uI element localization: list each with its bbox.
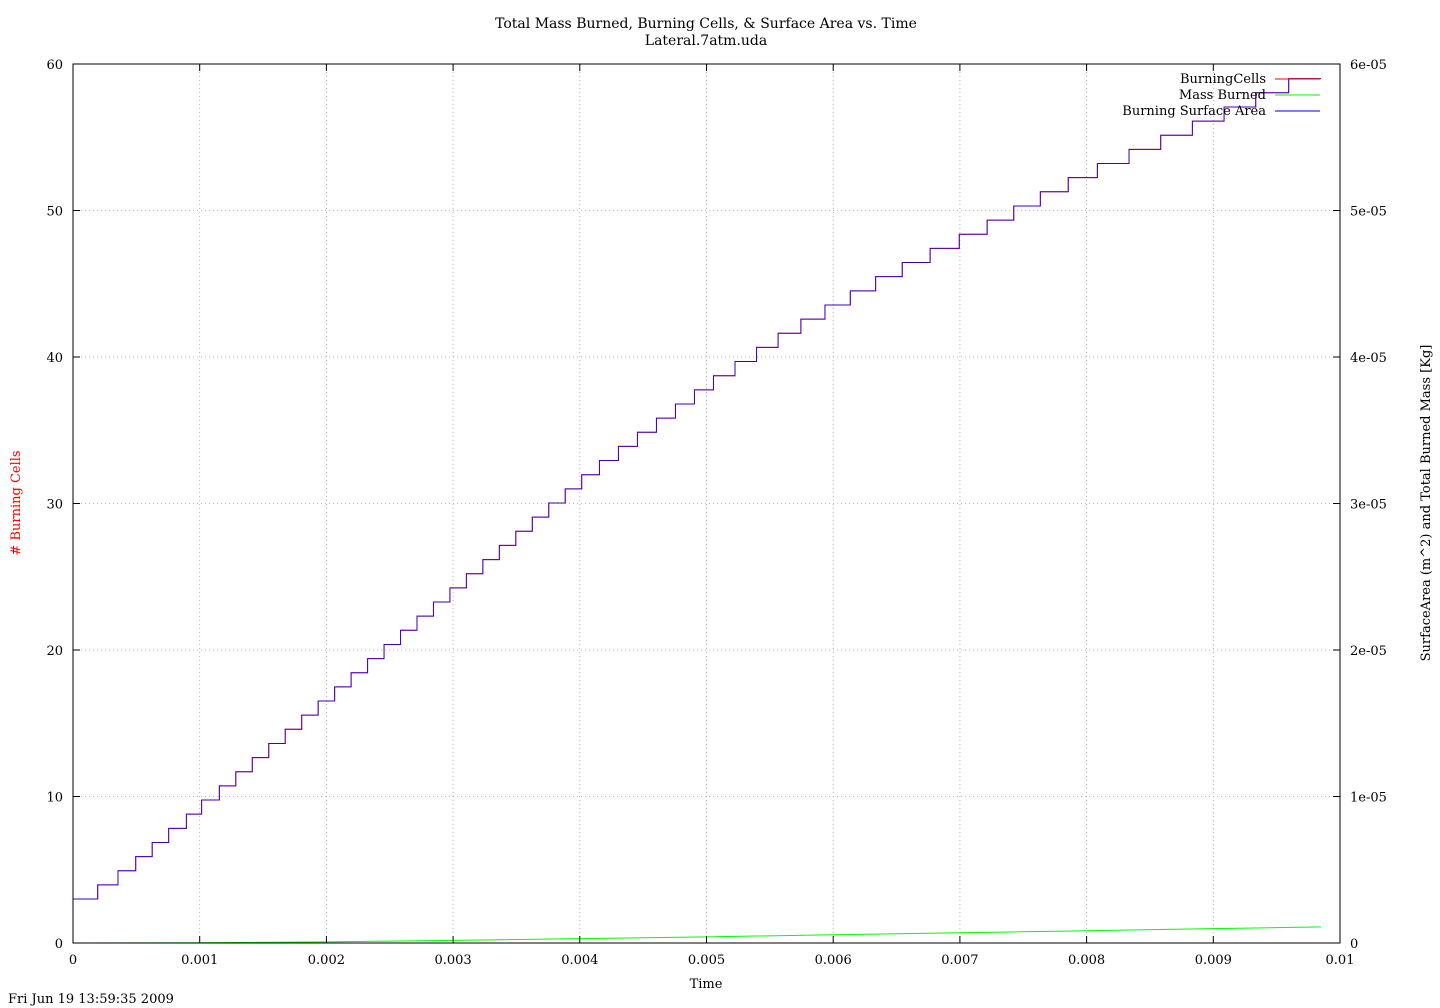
- y-tick-label-right: 2e-05: [1350, 644, 1387, 659]
- series-line-mass-burned: [72, 926, 1321, 944]
- x-tick-label: 0.009: [1195, 953, 1232, 968]
- y-tick-label-left: 30: [46, 498, 63, 513]
- grid: [73, 64, 1340, 943]
- y-tick-label-right: 4e-05: [1350, 351, 1387, 366]
- x-tick-label: 0.004: [561, 953, 598, 968]
- chart-subtitle: Lateral.7atm.uda: [645, 33, 767, 49]
- x-tick-label: 0.007: [941, 953, 978, 968]
- y-axis-label-left: # Burning Cells: [9, 450, 24, 555]
- y-tick-label-right: 0: [1350, 937, 1358, 952]
- y-tick-label-right: 6e-05: [1350, 58, 1387, 73]
- y-tick-label-right: 1e-05: [1350, 791, 1387, 806]
- x-tick-label: 0.002: [308, 953, 345, 968]
- timestamp: Fri Jun 19 13:59:35 2009: [8, 992, 174, 1007]
- legend-label: BurningCells: [1180, 72, 1266, 87]
- x-tick-label: 0: [69, 953, 77, 968]
- y-axis-label-right: SurfaceArea (m^2) and Total Burned Mass …: [1419, 345, 1434, 662]
- series-line-burningcells: [73, 78, 1321, 900]
- x-tick-label: 0.01: [1326, 953, 1355, 968]
- x-tick-label: 0.005: [688, 953, 725, 968]
- x-tick-label: 0.008: [1068, 953, 1105, 968]
- ticks: 0 0.001 0.002 0.003 0.004 0.005 0.006 0.007 0.00…: [46, 58, 1386, 968]
- x-axis-label: Time: [690, 977, 723, 992]
- legend-label: Burning Surface Area: [1122, 104, 1266, 119]
- y-tick-label-right: 5e-05: [1350, 205, 1387, 220]
- series-line-burning-surface-area: [73, 78, 1321, 900]
- legend-label: Mass Burned: [1179, 88, 1266, 103]
- y-tick-label-right: 3e-05: [1350, 498, 1387, 513]
- y-tick-label-left: 40: [46, 351, 63, 366]
- y-tick-label-left: 10: [46, 791, 63, 806]
- x-tick-label: 0.001: [181, 953, 218, 968]
- x-tick-label: 0.003: [434, 953, 471, 968]
- y-tick-label-left: 20: [46, 644, 63, 659]
- y-tick-label-left: 0: [55, 937, 63, 952]
- x-tick-label: 0.006: [815, 953, 852, 968]
- chart-title: Total Mass Burned, Burning Cells, & Surf…: [495, 16, 917, 32]
- y-tick-label-left: 50: [46, 205, 63, 220]
- series-layer: [72, 78, 1321, 944]
- y-tick-label-left: 60: [46, 58, 63, 73]
